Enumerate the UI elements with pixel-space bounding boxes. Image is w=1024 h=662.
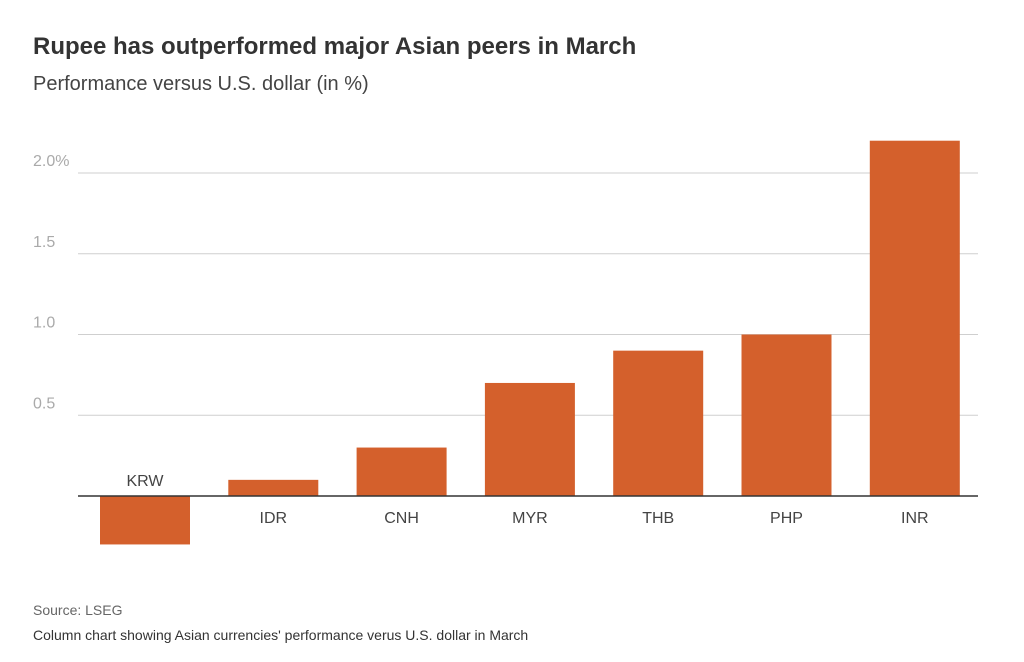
x-tick-label: PHP <box>770 510 803 527</box>
chart-subtitle: Performance versus U.S. dollar (in %) <box>33 73 369 95</box>
chart-title: Rupee has outperformed major Asian peers… <box>33 33 637 60</box>
column-chart: 0.5 1.0 1.5 2.0% KRW IDR CNH MYR THB PHP INR <box>33 140 978 545</box>
x-tick-label: IDR <box>260 510 288 527</box>
x-tick-label: CNH <box>384 510 419 527</box>
y-tick-label: 0.5 <box>33 395 55 412</box>
bar-idr <box>228 479 319 496</box>
bar-thb <box>613 350 704 496</box>
y-tick-label: 1.0 <box>33 315 55 332</box>
y-tick-label: 1.5 <box>33 234 55 251</box>
bar-cnh <box>356 447 447 496</box>
bar-krw <box>100 496 190 545</box>
bar-inr <box>869 140 960 496</box>
bar-myr <box>484 382 575 496</box>
source-note: Source: LSEG <box>33 602 123 618</box>
x-tick-label: KRW <box>126 473 164 490</box>
x-tick-label: INR <box>901 510 929 527</box>
x-tick-label: THB <box>642 510 674 527</box>
chart-caption: Column chart showing Asian currencies' p… <box>33 627 529 643</box>
bar-php <box>741 334 832 496</box>
y-tick-label: 2.0% <box>33 153 69 170</box>
x-tick-label: MYR <box>512 510 548 527</box>
